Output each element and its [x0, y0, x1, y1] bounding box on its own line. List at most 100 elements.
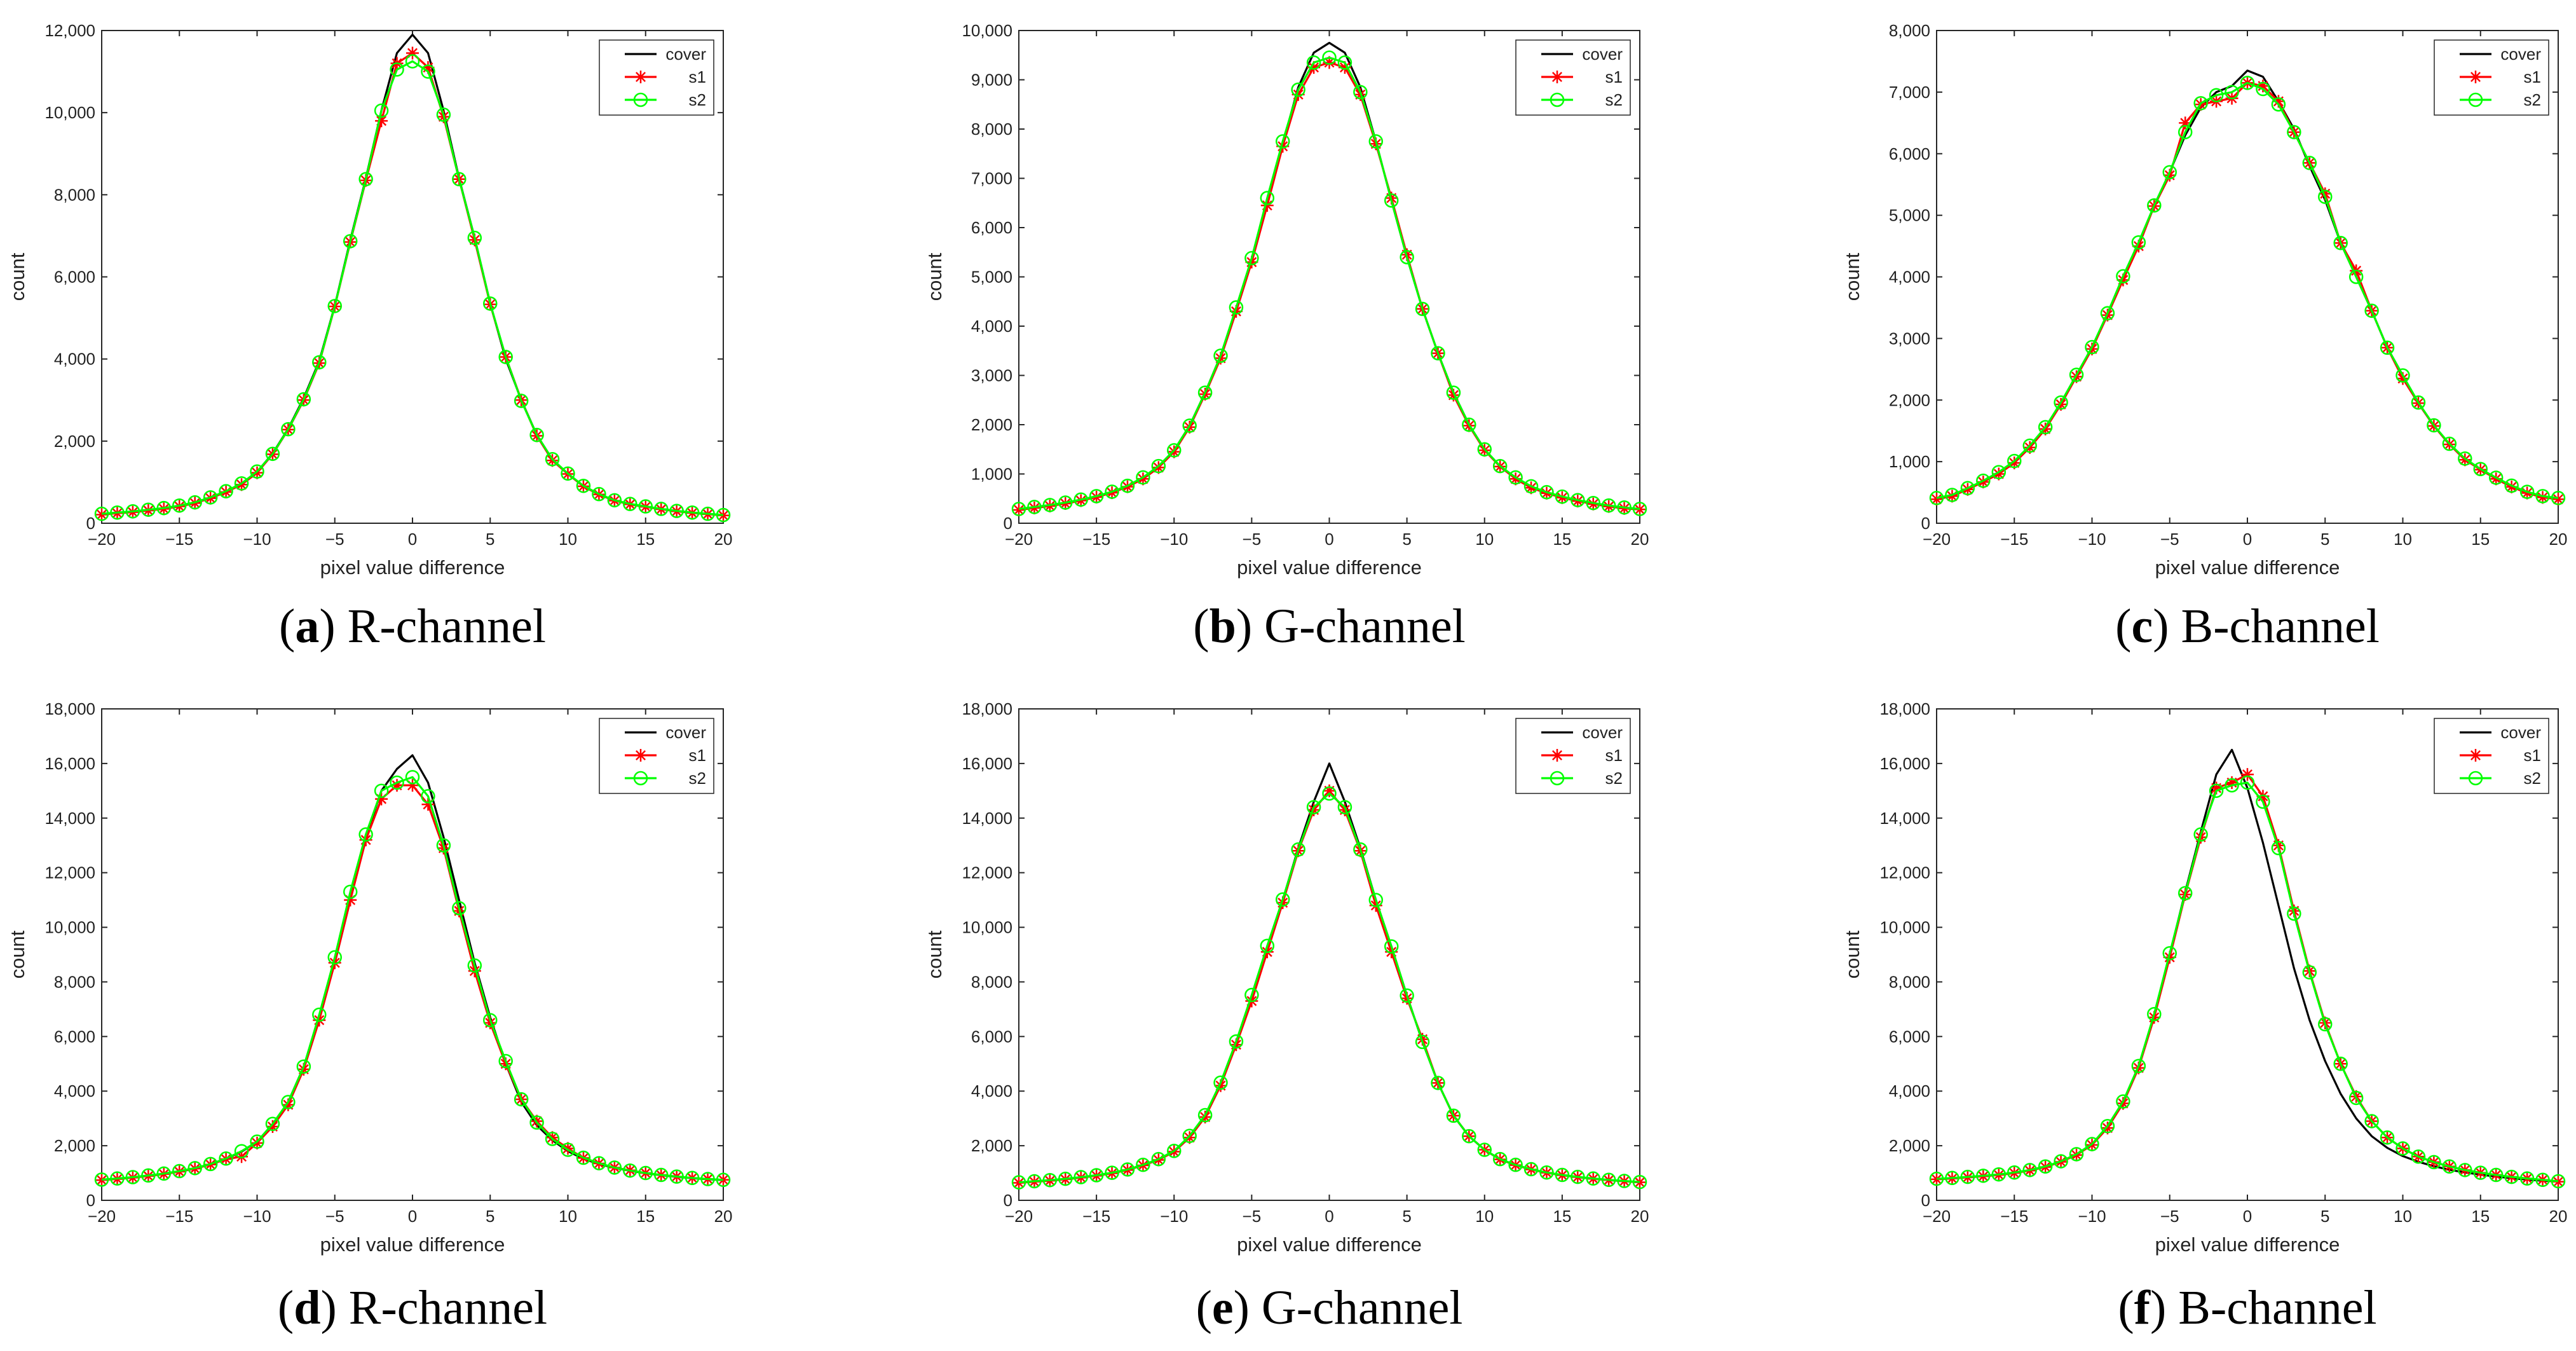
marker-s1-20 [2241, 768, 2254, 781]
marker-s1-legend [2469, 749, 2482, 762]
marker-s2-30 [1477, 1142, 1492, 1157]
marker-s1-38 [2521, 486, 2534, 500]
marker-s2-8 [2054, 395, 2068, 410]
marker-s2-21 [1337, 800, 1353, 814]
marker-s2-3 [1976, 1169, 1991, 1183]
x-tick-label: 0 [2243, 530, 2252, 549]
x-tick-label: 20 [2549, 1207, 2568, 1226]
marker-s1-0 [95, 508, 108, 521]
x-tick-label: 0 [408, 530, 417, 549]
marker-s2-0 [94, 506, 109, 521]
marker-s2-20 [1322, 50, 1337, 65]
y-tick-label: 14,000 [1879, 809, 1930, 828]
marker-s2-29 [1462, 417, 1476, 432]
y-tick-label: 14,000 [44, 809, 95, 828]
marker-s2-39 [700, 1172, 715, 1186]
marker-s2-32 [592, 486, 606, 502]
marker-s1-19 [2225, 776, 2239, 789]
marker-s1-33 [1525, 481, 1538, 495]
marker-s2-14 [2147, 198, 2162, 213]
marker-s1-1 [1946, 490, 1959, 503]
marker-s2-17 [1275, 134, 1290, 149]
marker-s2-9 [1151, 458, 1166, 474]
marker-s1-0 [1930, 493, 1943, 506]
marker-s1-17 [1276, 896, 1290, 909]
x-tick-label: −15 [1082, 1207, 1110, 1226]
x-tick-label: 0 [1325, 530, 1333, 549]
marker-s1-11 [1183, 1131, 1196, 1144]
marker-s2-40 [2551, 1174, 2566, 1189]
marker-s2-28 [2364, 1114, 2379, 1128]
marker-s2-30 [1477, 442, 1492, 456]
marker-s2-26 [2333, 1057, 2348, 1071]
y-tick-label: 10,000 [1879, 918, 1930, 937]
marker-s2-40 [1632, 502, 1647, 516]
marker-s2-11 [265, 446, 280, 462]
y-tick-label: 0 [1004, 1191, 1012, 1210]
marker-s1-40 [1633, 1176, 1646, 1189]
marker-s2-24 [2302, 156, 2317, 170]
chart-panel-f: −20 −15 −10 −5 0 5 10 15 20 0 2,000 4,000 6,000 8,000… [1841, 699, 2567, 1334]
marker-s2-3 [141, 502, 156, 517]
marker-s2-40 [716, 1172, 731, 1188]
marker-s2-40 [2551, 491, 2566, 505]
y-tick-label: 9,000 [971, 71, 1012, 90]
marker-s1-8 [1136, 472, 1150, 486]
y-tick-label: 14,000 [962, 809, 1012, 828]
legend: cover s1 s2 [2434, 39, 2549, 116]
marker-s2-2 [1960, 1169, 1975, 1184]
marker-s2-5 [2007, 1165, 2022, 1180]
y-tick-label: 5,000 [971, 268, 1012, 287]
y-tick-label: 10,000 [44, 103, 95, 122]
y-tick-label: 8,000 [1889, 972, 1930, 991]
x-tick-label: −20 [1005, 1207, 1033, 1226]
y-tick-label: 0 [1921, 514, 1930, 533]
y-tick-label: 0 [86, 514, 95, 533]
marker-s2-22 [2271, 97, 2286, 112]
marker-s2-15 [2162, 946, 2177, 961]
marker-s1-20 [1323, 784, 1336, 797]
x-tick-label: 20 [2549, 530, 2568, 549]
marker-s2-9 [1151, 1151, 1166, 1167]
marker-s2-14 [2147, 1006, 2162, 1022]
marker-s2-36 [1571, 1169, 1585, 1184]
marker-s2-7 [2038, 1159, 2053, 1174]
marker-s2-19 [2225, 85, 2239, 100]
marker-s2-31 [2411, 1149, 2426, 1164]
marker-s2-legend [633, 771, 648, 786]
marker-s2-36 [653, 1167, 669, 1183]
y-tick-label: 0 [86, 1191, 95, 1210]
marker-s2-9 [234, 476, 249, 491]
marker-s2-3 [1058, 1171, 1073, 1186]
x-tick-label: 15 [636, 1207, 655, 1226]
marker-s2-20 [405, 54, 420, 69]
x-tick-label: −10 [1160, 1207, 1188, 1226]
x-tick-label: 15 [1553, 1207, 1571, 1226]
x-axis-label: pixel value difference [320, 556, 505, 579]
y-tick-label: 12,000 [44, 863, 95, 882]
marker-s1-18 [375, 792, 388, 806]
y-tick-label: 12,000 [962, 863, 1012, 882]
marker-s2-11 [2100, 306, 2115, 320]
legend-label-s2: s2 [1605, 769, 1623, 788]
series-s2 [1929, 775, 2566, 1189]
marker-s1-2 [1961, 483, 1974, 496]
marker-s1-24 [1385, 945, 1398, 959]
marker-s2-4 [1991, 1167, 2007, 1182]
marker-s2-28 [1446, 1108, 1461, 1123]
y-tick-label: 8,000 [971, 972, 1012, 991]
marker-s2-8 [219, 484, 233, 498]
y-tick-label: 2,000 [1889, 1136, 1930, 1155]
x-tick-label: 10 [2394, 1207, 2412, 1226]
marker-s2-19 [390, 62, 404, 77]
marker-s1-12 [2116, 273, 2130, 287]
marker-s1-16 [2179, 116, 2192, 130]
marker-s1-9 [235, 1150, 249, 1163]
y-tick-label: 2,000 [971, 1136, 1012, 1155]
y-axis-label: count [6, 252, 29, 301]
marker-s1-0 [1012, 504, 1025, 517]
marker-s1-14 [1229, 1038, 1243, 1052]
marker-s1-legend [634, 749, 647, 762]
marker-s2-0 [1929, 491, 1944, 505]
y-tick-label: 4,000 [1889, 268, 1930, 287]
